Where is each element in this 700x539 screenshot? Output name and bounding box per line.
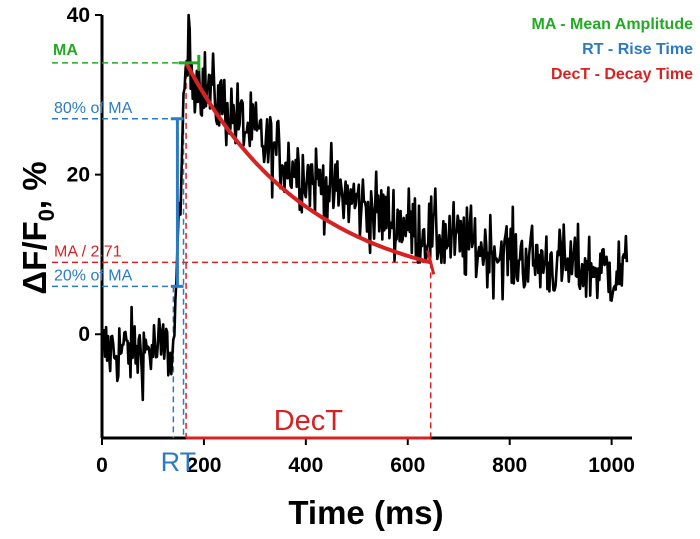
y-axis-title: ΔF/F0, % (16, 161, 59, 294)
legend: MA - Mean Amplitude RT - Rise Time DecT … (532, 16, 694, 83)
decay-fit-end-mark (426, 250, 436, 275)
dect-label: DecT (274, 405, 344, 437)
x-tick-label-0: 0 (96, 454, 108, 477)
ma-e-level-label: MA / 2.71 (54, 243, 122, 260)
rt-label: RT (161, 447, 197, 477)
legend-entry-ma: MA - Mean Amplitude (532, 16, 694, 33)
legend-entry-dect: DecT - Decay Time (551, 66, 693, 83)
fluorescence-trace (100, 13, 629, 402)
ma-level-label: MA (53, 42, 78, 59)
y-tick-label-40: 40 (67, 4, 90, 27)
y-tick-label-20: 20 (67, 164, 90, 187)
x-tick-label-600: 600 (390, 454, 425, 477)
p20-level-label: 20% of MA (54, 267, 133, 284)
x-tick-label-400: 400 (288, 454, 323, 477)
x-axis-title: Time (ms) (288, 494, 443, 531)
x-tick-label-800: 800 (492, 454, 527, 477)
p80-level-label: 80% of MA (54, 100, 133, 117)
y-tick-label-0: 0 (78, 323, 90, 346)
x-tick-label-200: 200 (186, 454, 221, 477)
legend-entry-rt: RT - Rise Time (582, 41, 693, 58)
decay-fit-curve (184, 61, 432, 265)
x-tick-label-1000: 1000 (588, 454, 635, 477)
